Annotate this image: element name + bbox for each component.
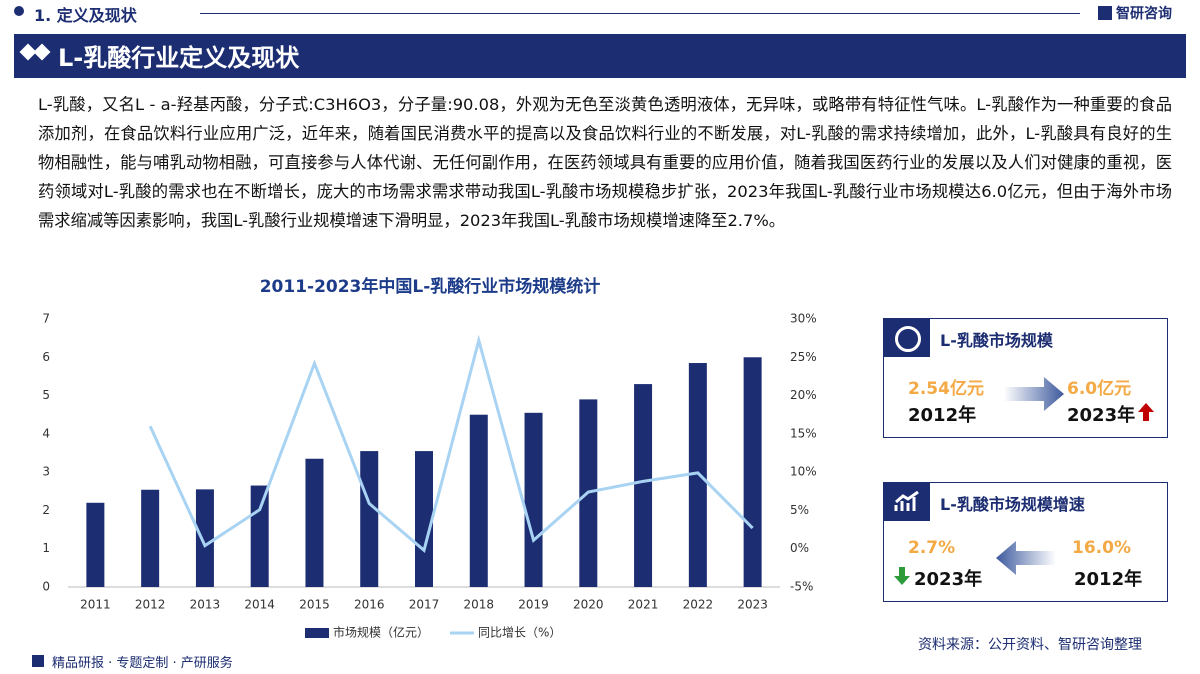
- bar: [469, 414, 488, 587]
- logo-icon: [1098, 6, 1112, 20]
- brand: 智研咨询: [1116, 6, 1172, 22]
- card: L-乳酸市场规模增速 2.7% 2023年 16.0% 2012年: [883, 482, 1168, 602]
- x-tick-label: 2022: [683, 598, 714, 612]
- y2-tick-label: 20%: [790, 388, 817, 402]
- bar: [305, 458, 324, 587]
- x-tick-label: 2013: [190, 598, 221, 612]
- arrow-left: [996, 541, 1056, 575]
- card-title: L-乳酸市场规模: [940, 331, 1053, 350]
- x-tick-label: 2021: [628, 598, 659, 612]
- bar: [634, 384, 653, 587]
- x-tick-label: 2017: [409, 598, 440, 612]
- banner: [14, 34, 1186, 78]
- y-tick-label: 6: [42, 350, 50, 364]
- card-value: 2.54亿元: [908, 379, 984, 399]
- banner-title: L-乳酸行业定义及现状: [58, 44, 300, 72]
- x-tick-label: 2023: [737, 598, 768, 612]
- y-tick-label: 2: [42, 503, 50, 517]
- y2-tick-label: -5%: [790, 580, 813, 594]
- y-tick-label: 4: [42, 426, 50, 440]
- bar: [743, 357, 762, 587]
- icon-glyph: [895, 326, 921, 352]
- tagline: 精品研报 · 专题定制 · 产研服务: [52, 656, 233, 671]
- icon-glyph: [894, 491, 919, 511]
- bar: [195, 489, 214, 587]
- card-icon: [884, 483, 930, 521]
- y-tick-label: 0: [42, 580, 50, 594]
- y2-tick-label: 25%: [790, 350, 817, 364]
- card-year: 2012年: [1074, 569, 1143, 590]
- chart-title: 2011-2023年中国L-乳酸行业市场规模统计: [260, 276, 601, 297]
- bullet: [14, 6, 24, 16]
- x-tick-label: 2020: [573, 598, 604, 612]
- bar: [141, 489, 160, 587]
- down-arrow: [894, 567, 910, 585]
- x-tick-label: 2011: [80, 598, 111, 612]
- bar: [86, 502, 105, 587]
- x-tick-label: 2015: [299, 598, 330, 612]
- card-value: 6.0亿元: [1067, 379, 1132, 399]
- y-tick-label: 7: [42, 312, 50, 326]
- y-tick-label: 3: [42, 465, 50, 479]
- card: L-乳酸市场规模 2.54亿元 2012年 6.0亿元 2023年: [883, 318, 1168, 438]
- card-value: 2.7%: [908, 538, 956, 558]
- source: 资料来源：公开资料、智研咨询整理: [918, 637, 1142, 653]
- card-title: L-乳酸市场规模增速: [940, 495, 1085, 514]
- card-year: 2012年: [908, 405, 977, 426]
- bar: [415, 451, 433, 587]
- line: [148, 334, 754, 553]
- x-tick-label: 2016: [354, 598, 385, 612]
- arrow-right: [1004, 377, 1064, 411]
- y2-tick-label: 15%: [790, 426, 817, 440]
- x-tick-label: 2012: [135, 598, 166, 612]
- up-arrow: [1138, 403, 1154, 421]
- bar: [250, 485, 269, 587]
- card-year: 2023年: [1067, 405, 1136, 426]
- y2-tick-label: 10%: [790, 465, 817, 479]
- x-tick-label: 2019: [518, 598, 549, 612]
- card-year: 2023年: [914, 569, 983, 590]
- legend-label: 市场规模（亿元）: [333, 625, 429, 640]
- paragraph: L-乳酸，又名L - a-羟基丙酸，分子式:C3H6O3，分子量:90.08，外…: [38, 95, 1172, 230]
- logo-icon: [32, 655, 44, 667]
- legend-swatch: [305, 628, 329, 638]
- section-title: 1. 定义及现状: [34, 6, 137, 25]
- legend-label: 同比增长（%）: [478, 626, 561, 640]
- y2-tick-label: 5%: [790, 503, 809, 517]
- y-tick-label: 1: [42, 541, 50, 555]
- x-tick-label: 2014: [244, 598, 275, 612]
- card-value: 16.0%: [1072, 538, 1131, 558]
- y2-tick-label: 0%: [790, 541, 809, 555]
- rule: [200, 13, 1080, 14]
- chart: 2011-2023年中国L-乳酸行业市场规模统计 0 1 2 3 4 5 6 7 -5% 0% 5%…: [42, 276, 817, 640]
- bar: [524, 412, 543, 587]
- x-tick-label: 2018: [463, 598, 494, 612]
- y-tick-label: 5: [42, 388, 50, 402]
- bar: [360, 451, 379, 587]
- y2-tick-label: 30%: [790, 312, 817, 326]
